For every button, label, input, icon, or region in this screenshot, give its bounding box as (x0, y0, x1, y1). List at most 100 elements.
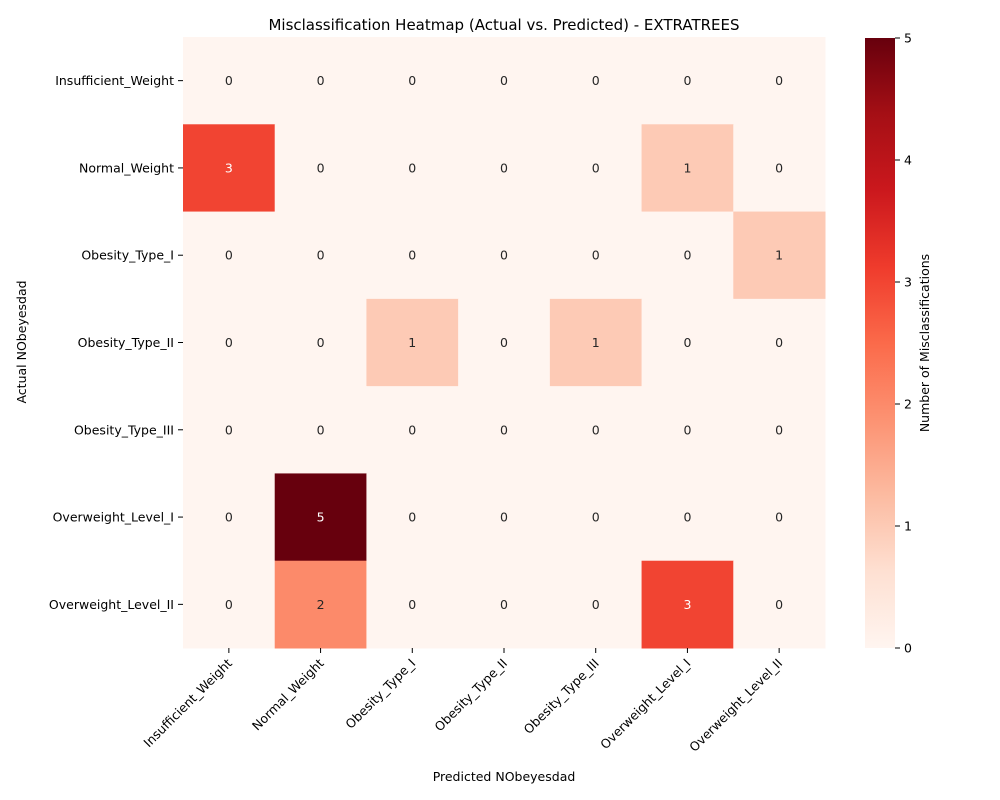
y-tick-label: Obesity_Type_III (74, 422, 174, 437)
cell-value-label: 0 (500, 248, 508, 263)
heatmap-cell (641, 473, 734, 562)
heatmap-cell (274, 124, 367, 213)
heatmap-cell (183, 211, 276, 300)
heatmap-cell (733, 560, 826, 649)
heatmap-cell (549, 124, 643, 213)
cell-value-label: 0 (775, 73, 783, 88)
cell-value-label: 0 (225, 335, 233, 350)
colorbar-ticks: 0 1 2 3 4 5 (895, 31, 912, 656)
y-axis-label: Actual NObeyesdad (14, 280, 29, 403)
x-tick-label: Overweight_Level_II (686, 656, 785, 755)
heatmap-cell (733, 298, 826, 387)
cell-value-label: 0 (683, 335, 691, 350)
heatmap-cell (274, 560, 367, 649)
heatmap-cell (183, 37, 276, 125)
heatmap-cell (549, 37, 643, 125)
cell-value-label: 0 (592, 422, 600, 437)
x-tick-label: Overweight_Level_I (597, 656, 693, 752)
y-tick-label: Normal_Weight (79, 160, 174, 175)
heatmap-cell (641, 386, 734, 474)
cell-value-label: 0 (775, 160, 783, 175)
heatmap-cell (183, 298, 276, 387)
heatmap-cell (274, 298, 367, 387)
cell-value-label: 0 (225, 248, 233, 263)
cell-value-label: 0 (317, 335, 325, 350)
heatmap-cell (183, 124, 276, 213)
heatmap-cell (366, 473, 459, 562)
y-tick-label: Obesity_Type_II (78, 335, 174, 350)
cell-value-label: 1 (592, 335, 600, 350)
heatmap-cell (549, 298, 643, 387)
cell-value-label: 2 (317, 597, 325, 612)
x-tick-label: Normal_Weight (249, 655, 327, 733)
colorbar-label: Number of Misclassifications (917, 254, 932, 432)
cell-value-label: 0 (408, 510, 416, 525)
cell-value-label: 0 (225, 422, 233, 437)
cell-value-label: 0 (683, 248, 691, 263)
heatmap-cell (641, 211, 734, 300)
cell-value-label: 0 (775, 510, 783, 525)
heatmap-cell (274, 473, 367, 562)
heatmap-cell (458, 386, 551, 474)
heatmap-cell (458, 211, 551, 300)
cell-value-label: 0 (500, 422, 508, 437)
cell-value-label: 0 (683, 510, 691, 525)
cell-value-label: 0 (317, 73, 325, 88)
cell-value-label: 0 (500, 597, 508, 612)
heatmap-cell (733, 124, 826, 213)
heatmap-cell (366, 124, 459, 213)
heatmap-cell (274, 211, 367, 300)
cell-value-label: 0 (225, 73, 233, 88)
cell-value-label: 0 (775, 335, 783, 350)
colorbar-tick-label: 3 (904, 275, 912, 290)
cell-value-label: 0 (408, 73, 416, 88)
y-tick-label: Insufficient_Weight (55, 73, 174, 88)
heatmap-cell (733, 211, 826, 300)
heatmap-cell (366, 298, 459, 387)
x-tick-label: Obesity_Type_I (342, 656, 418, 732)
colorbar-tick-label: 4 (904, 153, 912, 168)
colorbar-tick-label: 2 (904, 397, 912, 412)
colorbar (865, 38, 895, 648)
heatmap-cell (733, 473, 826, 562)
heatmap-cell (183, 473, 276, 562)
y-tick-label: Obesity_Type_I (81, 248, 174, 263)
heatmap-cell (458, 37, 551, 125)
cell-value-label: 0 (225, 510, 233, 525)
heatmap-cell (366, 386, 459, 474)
heatmap-cell (641, 124, 734, 213)
cell-value-label: 0 (500, 73, 508, 88)
heatmap-cell (549, 211, 643, 300)
cell-value-label: 0 (408, 248, 416, 263)
cell-value-label: 0 (317, 422, 325, 437)
y-axis-ticks: Insufficient_Weight Normal_Weight Obesity_… (49, 73, 183, 612)
cell-value-label: 0 (500, 335, 508, 350)
cell-value-label: 3 (225, 160, 233, 175)
cell-value-label: 1 (408, 335, 416, 350)
heatmap-cell (458, 473, 551, 562)
cell-value-label: 1 (775, 248, 783, 263)
heatmap-cell (549, 473, 643, 562)
heatmap-cell (733, 386, 826, 474)
cell-value-label: 0 (500, 510, 508, 525)
heatmap-cell (183, 386, 276, 474)
cell-value-label: 0 (683, 422, 691, 437)
cell-value-label: 0 (775, 422, 783, 437)
x-tick-label: Insufficient_Weight (140, 655, 235, 750)
x-axis-ticks: Insufficient_Weight Normal_Weight Obesity_… (140, 648, 785, 755)
cell-value-label: 0 (683, 73, 691, 88)
chart-title: Misclassification Heatmap (Actual vs. Pr… (268, 16, 739, 34)
heatmap-cell (733, 37, 826, 125)
cell-value-label: 0 (408, 597, 416, 612)
cell-value-label: 0 (592, 73, 600, 88)
cell-value-label: 0 (225, 597, 233, 612)
cell-value-label: 0 (408, 422, 416, 437)
cell-value-label: 0 (592, 597, 600, 612)
cell-value-label: 0 (775, 597, 783, 612)
cell-value-label: 0 (500, 160, 508, 175)
heatmap-cell (274, 37, 367, 125)
heatmap-cell (458, 298, 551, 387)
heatmap-cell (458, 560, 551, 649)
heatmap-cell (366, 37, 459, 125)
